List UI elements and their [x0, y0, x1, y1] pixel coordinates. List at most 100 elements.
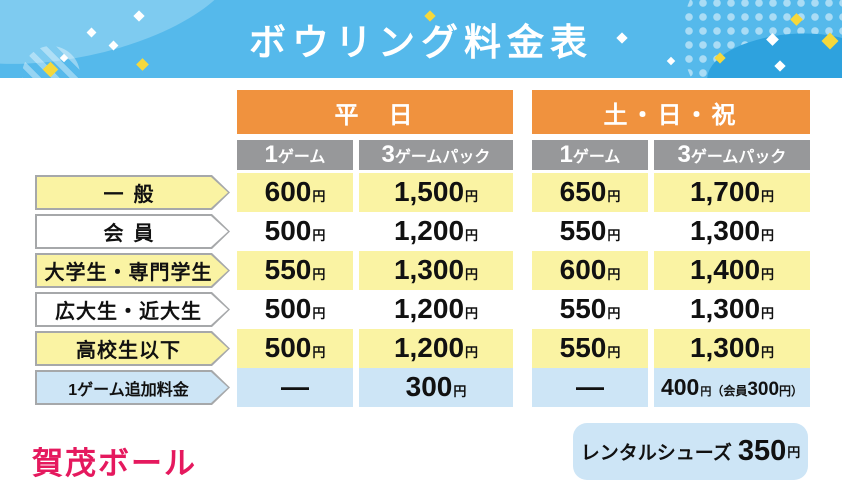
- price-cell: 300円: [359, 368, 513, 407]
- currency-suffix: 円: [312, 267, 326, 282]
- price-value: 1,300: [689, 293, 761, 324]
- row-label-tag: 1ゲーム追加料金: [35, 370, 230, 405]
- page-title: ボウリング料金表: [249, 22, 593, 63]
- price-table: 平 日 土・日・祝 1ゲーム 3ゲームパック 1ゲーム 3ゲームパック 一般 60…: [35, 90, 810, 407]
- price-value: 600: [264, 176, 312, 207]
- currency-suffix: 円: [607, 306, 621, 321]
- price-value: 1,300: [689, 332, 761, 363]
- price-cell: 550円: [532, 329, 648, 368]
- price-cell: —: [532, 368, 648, 407]
- member-price-note: 円）: [779, 384, 804, 398]
- price-cell: 1,300円: [654, 290, 810, 329]
- price-cell: 650円: [532, 173, 648, 212]
- price-value: 550: [559, 332, 607, 363]
- price-value: 1,300: [393, 254, 465, 285]
- diamond-decoration: [616, 32, 628, 44]
- currency-suffix: 円: [453, 384, 467, 399]
- price-value: 1,200: [393, 293, 465, 324]
- price-cell: 550円: [532, 212, 648, 251]
- brand-name: 賀茂ボール: [32, 446, 197, 481]
- column-header-1game: 1ゲーム: [532, 140, 648, 170]
- currency-suffix: 円: [465, 267, 479, 282]
- banner: ボウリング料金表: [0, 0, 842, 78]
- price-value: 550: [559, 293, 607, 324]
- price-value: 1,500: [393, 176, 465, 207]
- price-value: 1,200: [393, 332, 465, 363]
- price-value: —: [281, 371, 309, 402]
- currency-suffix: 円: [607, 345, 621, 360]
- price-cell: 1,400円: [654, 251, 810, 290]
- column-header-3gamepack: 3ゲームパック: [654, 140, 810, 170]
- currency-suffix: 円: [787, 445, 801, 460]
- currency-suffix: 円: [761, 345, 775, 360]
- row-label-tag: 一般: [35, 175, 230, 210]
- row-label: 広大生・近大生: [37, 294, 228, 325]
- price-value: 550: [264, 254, 312, 285]
- price-cell: 600円: [237, 173, 353, 212]
- price-cell: —: [237, 368, 353, 407]
- price-cell: 1,700円: [654, 173, 810, 212]
- currency-suffix: 円: [465, 345, 479, 360]
- member-price-note: 300: [747, 379, 780, 400]
- row-label: 会員: [37, 216, 228, 247]
- rental-shoes-box: レンタルシューズ 350 円: [573, 423, 808, 480]
- diamond-decoration: [666, 56, 676, 66]
- price-value: 550: [559, 215, 607, 246]
- currency-suffix: 円: [312, 345, 326, 360]
- currency-suffix: 円: [312, 306, 326, 321]
- row-label-tag: 会員: [35, 214, 230, 249]
- currency-suffix: 円: [607, 228, 621, 243]
- currency-suffix: 円: [761, 267, 775, 282]
- rental-shoes-label: レンタルシューズ: [580, 443, 732, 464]
- row-label: 大学生・専門学生: [37, 255, 228, 286]
- currency-suffix: 円: [465, 189, 479, 204]
- price-value: 600: [559, 254, 607, 285]
- price-value: 1,400: [689, 254, 761, 285]
- currency-suffix: 円: [312, 228, 326, 243]
- price-cell: 500円: [237, 329, 353, 368]
- price-cell: 1,300円: [359, 251, 513, 290]
- price-cell: 1,200円: [359, 290, 513, 329]
- currency-suffix: 円: [607, 267, 621, 282]
- row-label-tag: 大学生・専門学生: [35, 253, 230, 288]
- row-label: 高校生以下: [37, 333, 228, 364]
- price-cell: 550円: [237, 251, 353, 290]
- price-value: 1,300: [689, 215, 761, 246]
- price-cell: 1,300円: [654, 212, 810, 251]
- currency-suffix: 円: [607, 189, 621, 204]
- price-cell: 400円（会員300円）: [654, 368, 810, 407]
- currency-suffix: 円: [761, 228, 775, 243]
- currency-suffix: 円: [700, 386, 712, 398]
- price-cell: 1,200円: [359, 329, 513, 368]
- price-cell: 1,300円: [654, 329, 810, 368]
- currency-suffix: 円: [465, 306, 479, 321]
- price-value: 1,700: [689, 176, 761, 207]
- price-value: —: [576, 371, 604, 402]
- price-value: 300: [405, 371, 453, 402]
- price-cell: 500円: [237, 212, 353, 251]
- currency-suffix: 円: [761, 189, 775, 204]
- member-price-note: （会員: [711, 384, 748, 398]
- price-value: 1,200: [393, 215, 465, 246]
- price-cell: 1,500円: [359, 173, 513, 212]
- column-header-1game: 1ゲーム: [237, 140, 353, 170]
- row-label-tag: 広大生・近大生: [35, 292, 230, 327]
- price-cell: 550円: [532, 290, 648, 329]
- price-value: 500: [264, 293, 312, 324]
- price-cell: 600円: [532, 251, 648, 290]
- currency-suffix: 円: [465, 228, 479, 243]
- row-label: 1ゲーム追加料金: [37, 372, 228, 403]
- price-value: 500: [264, 332, 312, 363]
- price-value: 400: [660, 374, 700, 400]
- price-cell: 1,200円: [359, 212, 513, 251]
- price-value: 650: [559, 176, 607, 207]
- currency-suffix: 円: [761, 306, 775, 321]
- price-value: 500: [264, 215, 312, 246]
- diamond-decoration: [136, 58, 149, 71]
- column-header-3gamepack: 3ゲームパック: [359, 140, 513, 170]
- row-label-tag: 高校生以下: [35, 331, 230, 366]
- price-cell: 500円: [237, 290, 353, 329]
- currency-suffix: 円: [312, 189, 326, 204]
- rental-shoes-price: 350: [737, 435, 787, 467]
